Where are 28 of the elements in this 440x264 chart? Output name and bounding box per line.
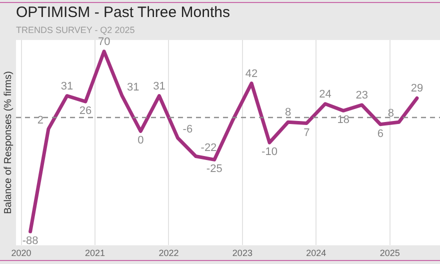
data-label: -22 [200, 142, 217, 154]
x-tick-label: 2025 [380, 248, 400, 258]
y-axis-title: Balance of Responses (% firms) [2, 71, 14, 214]
x-tick-label: 2024 [306, 248, 326, 258]
data-label: -10 [262, 146, 278, 158]
chart-title: OPTIMISM - Past Three Months [16, 4, 230, 21]
x-tick-label: 2020 [11, 248, 32, 258]
data-label: 42 [245, 68, 258, 80]
data-label: -6 [182, 124, 193, 136]
data-label: 31 [153, 80, 166, 92]
data-label: 0 [138, 134, 144, 147]
data-label: 24 [319, 88, 332, 100]
data-label: 26 [79, 105, 92, 118]
data-label: 8 [388, 108, 394, 120]
x-tick-label: 2021 [84, 248, 105, 258]
x-tick-label: 2023 [232, 248, 252, 258]
data-label: -25 [206, 163, 222, 176]
chart-subtitle: TRENDS SURVEY - Q2 2025 [16, 25, 135, 35]
data-label: 8 [285, 106, 292, 119]
data-label: 23 [356, 90, 368, 102]
x-tick-label: 2022 [158, 248, 179, 258]
data-label: 31 [127, 81, 140, 94]
data-label: -88 [22, 235, 38, 248]
data-label: 7 [304, 126, 310, 139]
data-label: 70 [98, 36, 110, 48]
data-label: 29 [410, 82, 424, 95]
data-label: 6 [377, 128, 384, 140]
data-label: 31 [60, 80, 74, 92]
